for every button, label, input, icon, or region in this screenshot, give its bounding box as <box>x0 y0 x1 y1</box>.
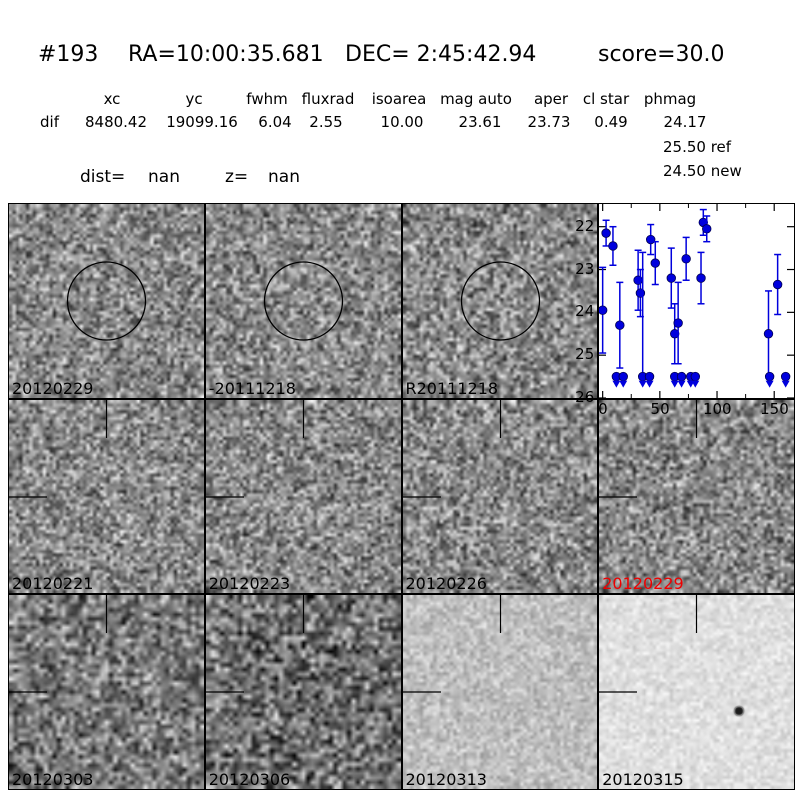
lightcurve-ytick-label: 23 <box>556 261 594 278</box>
cutout-date-label: R20111218 <box>406 380 499 397</box>
table-value-cell: 8480.42 <box>85 113 147 131</box>
target-crosshair-annotation <box>599 595 794 789</box>
table-value-cell: 6.04 <box>258 113 291 131</box>
target-crosshair-annotation <box>9 595 204 789</box>
lightcurve-ytick-label: 24 <box>556 303 594 320</box>
cutout-panel-20120306: 20120306 <box>205 594 402 790</box>
lightcurve-ytick-label: 25 <box>556 346 594 363</box>
table-value-cell: 19099.16 <box>166 113 238 131</box>
cutout-date-label: 20120226 <box>406 575 487 592</box>
lightcurve-xtick-label: 150 <box>760 401 789 418</box>
target-circle-annotation <box>9 204 204 398</box>
cutout-date-label: 20120303 <box>12 771 93 788</box>
cutout-date-label: 20120315 <box>602 771 683 788</box>
lightcurve-canvas <box>599 204 794 398</box>
dist-value: nan <box>148 167 180 187</box>
cutout-panel--20111218: -20111218 <box>205 203 402 399</box>
cutout-panel-20120315: 20120315 <box>598 594 795 790</box>
cutout-panel-20120303: 20120303 <box>8 594 205 790</box>
ref-mag-value: 25.50 ref <box>663 138 731 156</box>
table-header-cell: mag auto <box>440 90 512 108</box>
cutout-date-label: 20120306 <box>209 771 290 788</box>
table-header-cell: yc <box>185 90 202 108</box>
z-label: z= <box>225 167 248 187</box>
table-value-cell: 10.00 <box>381 113 424 131</box>
table-header-cell: fluxrad <box>302 90 355 108</box>
cutout-panel-20120229: 20120229 <box>598 399 795 595</box>
cutout-date-label: 20120313 <box>406 771 487 788</box>
cutout-date-label: 20120229 <box>12 380 93 397</box>
table-header-cell: xc <box>104 90 121 108</box>
transient-candidate-viewer: #193 RA=10:00:35.681 DEC= 2:45:42.94 sco… <box>0 0 800 800</box>
target-crosshair-annotation <box>206 400 401 594</box>
table-value-cell: 23.73 <box>528 113 571 131</box>
target-crosshair-annotation <box>206 595 401 789</box>
cutout-grid: 20120229 -20111218 R20111218 20120221 201202… <box>8 203 795 790</box>
candidate-id: #193 <box>38 42 98 67</box>
target-crosshair-annotation <box>599 400 794 594</box>
cutout-date-label: 20120223 <box>209 575 290 592</box>
cutout-date-label: 20120221 <box>12 575 93 592</box>
table-value-cell: 24.17 <box>664 113 707 131</box>
table-header-cell: isoarea <box>372 90 427 108</box>
cutout-panel-20120221: 20120221 <box>8 399 205 595</box>
cutout-panel-20120226: 20120226 <box>402 399 599 595</box>
lightcurve-ytick-label: 22 <box>556 218 594 235</box>
candidate-dec: DEC= 2:45:42.94 <box>345 42 536 67</box>
candidate-ra: RA=10:00:35.681 <box>128 42 324 67</box>
cutout-panel-20120229: 20120229 <box>8 203 205 399</box>
z-value: nan <box>268 167 300 187</box>
dist-label: dist= <box>80 167 125 187</box>
table-header-cell: phmag <box>644 90 696 108</box>
new-mag-value: 24.50 new <box>663 162 742 180</box>
cutout-panel-20120223: 20120223 <box>205 399 402 595</box>
target-crosshair-annotation <box>9 400 204 594</box>
target-circle-annotation <box>206 204 401 398</box>
cutout-date-label: -20111218 <box>209 380 296 397</box>
target-crosshair-annotation <box>403 400 598 594</box>
cutout-date-label: 20120229 <box>602 575 683 592</box>
table-value-cell: 23.61 <box>459 113 502 131</box>
lightcurve-ytick-label: 26 <box>556 389 594 406</box>
table-row-label: dif <box>40 113 59 131</box>
table-header-cell: aper <box>534 90 568 108</box>
candidate-score: score=30.0 <box>598 42 725 67</box>
table-value-cell: 2.55 <box>309 113 342 131</box>
table-value-cell: 0.49 <box>594 113 627 131</box>
target-crosshair-annotation <box>403 595 598 789</box>
lightcurve-plot <box>598 203 795 399</box>
cutout-panel-20120313: 20120313 <box>402 594 599 790</box>
table-header-cell: fwhm <box>246 90 287 108</box>
lightcurve-xtick-label: 100 <box>703 401 732 418</box>
table-header-cell: cl star <box>583 90 629 108</box>
lightcurve-xtick-label: 50 <box>651 401 670 418</box>
lightcurve-xtick-label: 0 <box>598 401 608 418</box>
